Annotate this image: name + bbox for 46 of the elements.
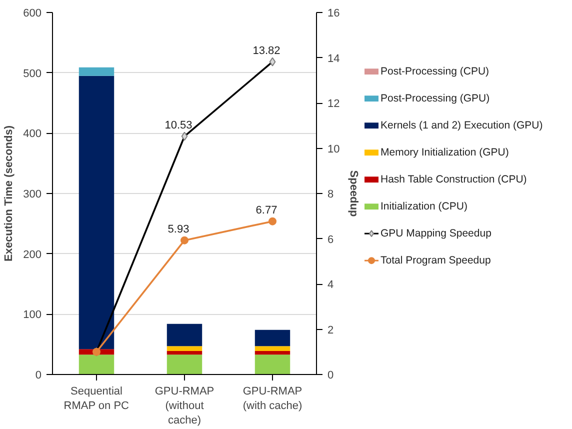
x-tick-label: GPU-RMAP (without cache) — [154, 386, 214, 426]
y-tick-label: 300 — [23, 188, 42, 200]
bar — [254, 350, 290, 355]
data-label: 6.77 — [256, 204, 278, 216]
bar — [166, 354, 202, 374]
bar — [166, 346, 202, 351]
y-tick-label: 600 — [23, 8, 42, 20]
legend-label: Post-Processing (GPU) — [380, 92, 490, 105]
y2-tick-label: 12 — [328, 98, 340, 110]
point — [180, 236, 188, 244]
legend-label: Post-Processing (CPU) — [380, 66, 490, 78]
x-tick-label: GPU-RMAP (with cache) — [242, 386, 302, 412]
y2-tick-label: 0 — [328, 370, 334, 382]
bar — [254, 346, 290, 351]
y2-tick-label: 14 — [328, 52, 340, 65]
legend-label: Initialization (CPU) — [380, 200, 468, 213]
data-label: 13.82 — [252, 44, 280, 57]
bar — [254, 330, 290, 346]
x-tick-label: Sequential RMAP on PC — [64, 386, 130, 412]
bar — [166, 350, 202, 355]
legend-label: Hash Table Construction (CPU) — [380, 174, 527, 186]
y-axis-title: Execution Time (seconds) — [3, 125, 16, 262]
y-tick-label: 500 — [23, 68, 42, 80]
y-tick-label: 200 — [23, 248, 42, 261]
bar — [166, 324, 202, 346]
bar — [78, 354, 114, 374]
y-tick-label: 400 — [23, 128, 42, 140]
y2-tick-label: 16 — [328, 8, 340, 20]
y2-tick-label: 10 — [328, 143, 340, 156]
y2-axis-title: Speedup — [348, 170, 360, 218]
y2-tick-label: 2 — [328, 324, 334, 336]
bar — [254, 354, 290, 374]
y2-tick-label: 4 — [328, 279, 334, 291]
point — [268, 217, 276, 226]
bar — [78, 76, 114, 350]
y2-tick-label: 6 — [328, 234, 334, 246]
legend-label: GPU Mapping Speedup — [380, 228, 492, 240]
data-label: 5.93 — [168, 223, 190, 236]
y-tick-label: 100 — [23, 309, 42, 322]
legend-label: Kernels (1 and 2) Execution (GPU) — [380, 120, 543, 132]
legend-label: Memory Initialization (GPU) — [380, 146, 509, 159]
data-label: 10.53 — [164, 119, 192, 132]
y2-tick-label: 8 — [328, 188, 334, 200]
bar — [78, 67, 114, 76]
y-tick-label: 0 — [35, 370, 42, 382]
legend-label: Total Program Speedup — [380, 254, 491, 267]
